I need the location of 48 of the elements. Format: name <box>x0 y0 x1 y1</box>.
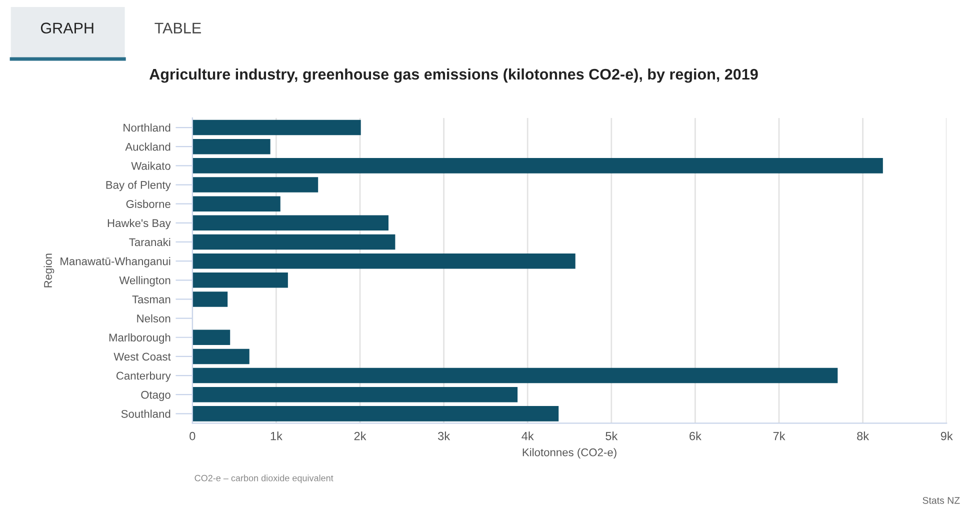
y-axis-title: Region <box>44 254 54 288</box>
bar <box>192 272 288 288</box>
text: Stats NZ <box>922 496 960 504</box>
x-tick-label: 6k <box>690 432 702 440</box>
x-tick-label: 3k <box>438 432 450 440</box>
y-tick-label: Gisborne <box>126 200 170 208</box>
y-tick-label: Wellington <box>119 276 170 286</box>
y-tick-label: Northland <box>124 124 170 132</box>
text: GRAPH <box>40 22 94 34</box>
y-tick-label: Canterbury <box>116 372 171 382</box>
y-tick-label: Otago <box>141 390 170 401</box>
bar <box>192 234 396 250</box>
x-axis-title: Kilotonnes (CO2-e) <box>522 448 616 458</box>
y-tick-label: Bay of Plenty <box>106 180 171 192</box>
text: CO2-e – carbon dioxide equivalent <box>194 474 334 484</box>
bar <box>192 368 838 384</box>
x-tick-label: 5k <box>606 432 618 440</box>
y-tick-label: Manawatū-Whanganui <box>60 257 170 268</box>
bar <box>192 177 318 192</box>
bar <box>192 120 361 136</box>
x-tick-label: 0 <box>190 432 196 440</box>
y-tick-label: Auckland <box>125 142 170 151</box>
x-tick-label: 2k <box>354 432 366 440</box>
bar <box>192 348 250 364</box>
bar <box>192 158 883 174</box>
bar <box>192 330 230 346</box>
bar <box>192 253 576 269</box>
y-tick-label: Southland <box>121 410 170 418</box>
bar <box>192 138 270 154</box>
bar <box>192 292 228 307</box>
y-tick-label: Nelson <box>137 314 170 322</box>
text: TABLE <box>154 22 201 34</box>
y-tick-label: Waikato <box>131 162 170 170</box>
x-tick-label: 4k <box>522 432 534 440</box>
y-tick-label: Hawke's Bay <box>108 218 171 230</box>
y-tick-label: Tasman <box>132 296 170 304</box>
y-tick-label: West Coast <box>114 352 171 361</box>
bar <box>192 386 518 402</box>
bar <box>192 196 280 212</box>
x-tick-label: 1k <box>270 432 282 440</box>
x-tick-label: 9k <box>940 432 953 440</box>
bar <box>192 406 559 422</box>
x-tick-label: 8k <box>857 432 870 440</box>
chart-title: Agriculture industry, greenhouse gas emissions (kilotonnes CO2-e), by region, 2019 <box>149 68 758 83</box>
y-tick-label: Taranaki <box>129 238 170 246</box>
x-tick-label: 7k <box>773 432 786 440</box>
y-tick-label: Marlborough <box>109 333 170 344</box>
bar <box>192 215 388 231</box>
